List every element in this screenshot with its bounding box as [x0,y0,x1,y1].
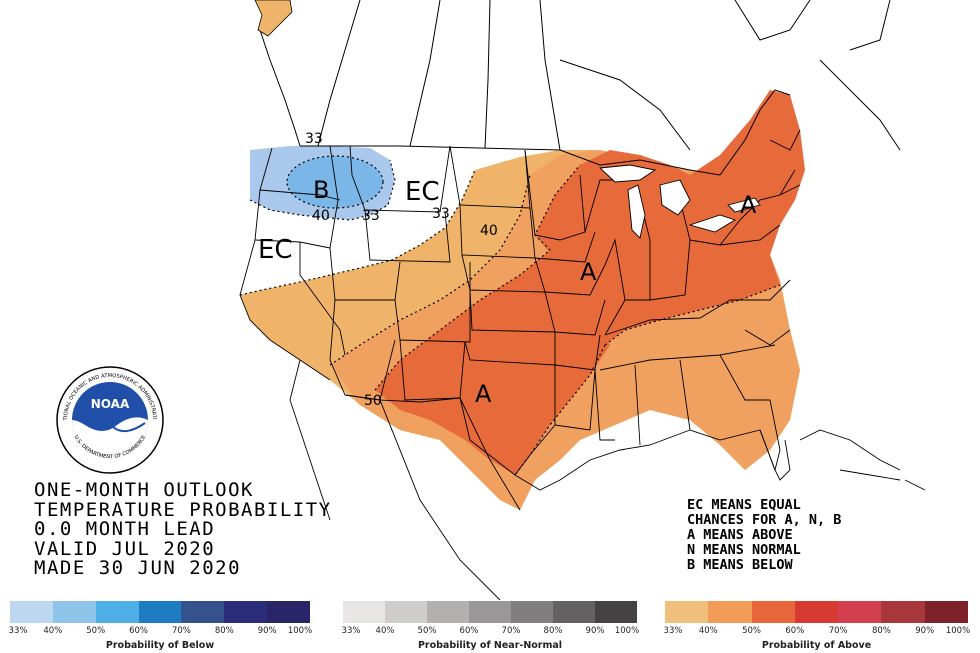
scale-normal-tick: 100% [614,626,640,636]
scale-normal-caption: Probability of Near-Normal [417,640,563,651]
contour-label-above-40: 40 [480,223,498,239]
scale-normal-swatch [511,601,553,623]
scale-above-tick: 33% [663,626,683,636]
scale-normal-swatch [427,601,469,623]
title-line-4: VALID JUL 2020 [34,537,216,560]
scale-below-bar [10,601,310,623]
scale-normal-tick: 33% [341,626,361,636]
scale-above-swatch [665,601,709,623]
scale-above-swatch [751,601,795,623]
scale-normal: 33% 40% 50% 60% 70% 80% 90% 100% Probability of … [341,601,640,653]
scale-above-swatch [708,601,752,623]
note-line-5: B MEANS BELOW [687,557,793,573]
noaa-logo-text: NOAA [91,397,130,411]
scale-above-swatch [838,601,882,623]
outlook-map: EC EC B A A A 33 40 33 33 40 50 [239,0,926,600]
scale-below-tick: 70% [171,626,191,636]
label-below-b: B [313,176,329,204]
title-line-3: 0.0 MONTH LEAD [34,518,216,540]
scale-normal-tick: 80% [543,626,563,636]
title-line-2: TEMPERATURE PROBABILITY [34,498,332,521]
note-line-4: N MEANS NORMAL [687,542,801,558]
scale-above-tick: 80% [871,626,891,636]
scale-below-swatch [52,601,96,623]
scale-above-bar [665,601,968,623]
scale-below-swatch [138,601,182,623]
scale-normal-tick: 70% [501,626,521,636]
scale-normal-tick: 50% [417,626,437,636]
scale-below-tick: 50% [86,626,106,636]
scale-above-tick: 90% [915,626,935,636]
scale-normal-tick: 90% [585,626,605,636]
scale-below-tick: 100% [287,626,313,636]
label-ec-west: EC [258,235,293,265]
scale-normal-bar [343,601,637,623]
scale-below-swatch [10,601,53,623]
scale-below-swatch [267,601,310,623]
scale-below-tick: 60% [129,626,149,636]
caribbean-islands [799,429,926,491]
outlook-title-block: ONE-MONTH OUTLOOK TEMPERATURE PROBABILIT… [34,479,332,579]
contour-label-below-33-west: 33 [305,131,323,147]
noaa-logo: NOAA NATIONAL OCEANIC AND ATMOSPHERIC AD… [55,365,164,474]
contour-label-above-50: 50 [364,393,382,409]
note-line-3: A MEANS ABOVE [687,527,793,543]
alaska-patch [254,0,293,37]
scale-normal-tick: 40% [375,626,395,636]
scale-above-swatch [924,601,968,623]
title-line-1: ONE-MONTH OUTLOOK [34,479,254,501]
scale-below-tick: 40% [43,626,63,636]
scale-above-swatch [881,601,925,623]
note-line-2: CHANCES FOR A, N, B [687,512,842,528]
scale-below-tick: 80% [214,626,234,636]
contour-lines [239,155,781,476]
scale-above-tick: 60% [785,626,805,636]
scale-below-swatch [224,601,268,623]
scale-above-tick: 70% [828,626,848,636]
legend-notes: EC MEANS EQUAL CHANCES FOR A, N, B A MEA… [687,498,841,573]
scale-above-tick: 40% [698,626,718,636]
scale-normal-swatch [595,601,637,623]
scale-below-swatch [95,601,139,623]
scale-above: 33% 40% 50% 60% 70% 80% 90% 100% Probability of … [663,601,971,653]
scale-above-caption: Probability of Above [761,640,872,651]
contour-label-below-33-east: 33 [362,208,380,224]
contour-label-below-40: 40 [312,208,330,224]
scale-above-tick: 50% [742,626,762,636]
scale-below-tick: 33% [8,626,28,636]
scale-normal-swatch [553,601,595,623]
label-above-south: A [475,380,492,408]
scale-below-tick: 90% [257,626,277,636]
scale-normal-swatch [469,601,511,623]
scale-below-swatch [181,601,225,623]
label-above-northeast: A [740,191,757,219]
above-50-region-south [375,250,610,475]
note-line-1: EC MEANS EQUAL [687,497,801,513]
scale-normal-tick: 60% [459,626,479,636]
scale-normal-swatch [343,601,385,623]
label-above-midwest: A [580,258,597,286]
scale-above-swatch [794,601,839,623]
scale-below: 33% 40% 50% 60% 70% 80% 90% 100% Probability of … [8,601,313,653]
above-50-region-north [535,90,805,345]
scale-normal-swatch [385,601,427,623]
scale-above-tick: 100% [945,626,971,636]
contour-label-above-33: 33 [432,206,450,222]
great-lakes [598,164,761,239]
label-ec-north: EC [405,177,440,207]
title-line-5: MADE 30 JUN 2020 [34,557,242,579]
scale-below-caption: Probability of Below [105,640,215,651]
